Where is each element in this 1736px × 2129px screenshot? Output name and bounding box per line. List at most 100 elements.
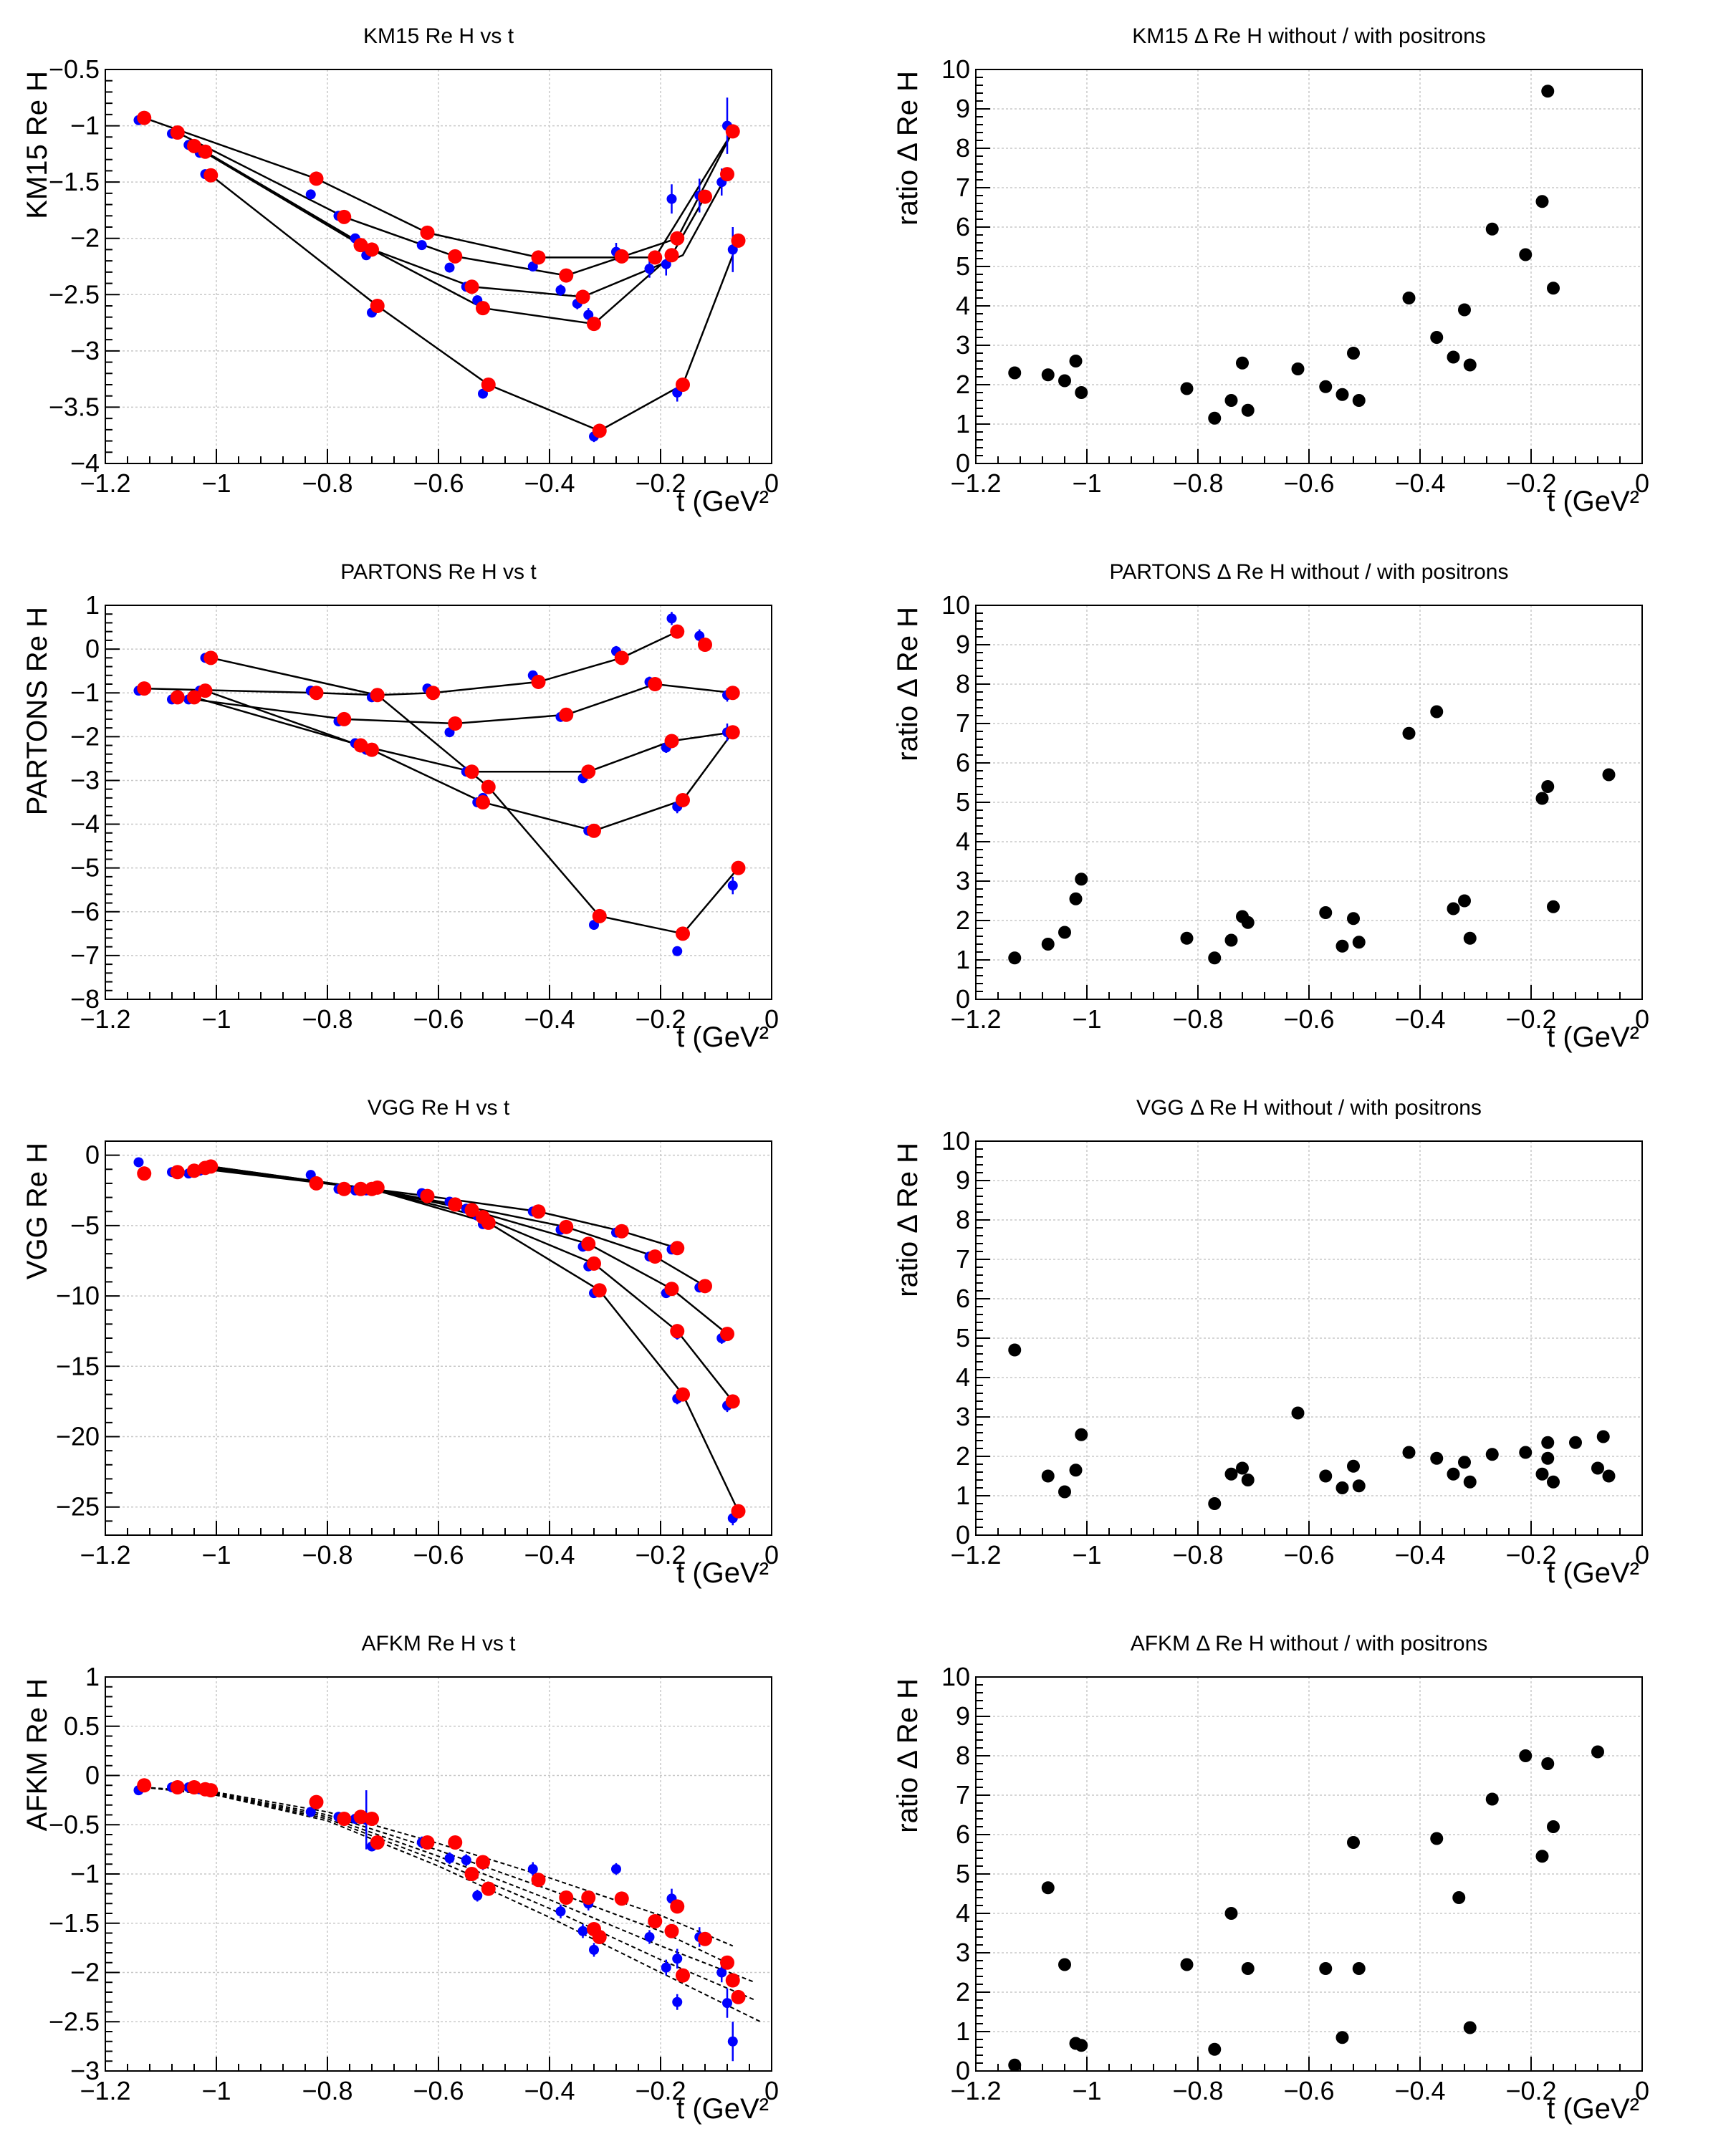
x-tick-label: −1.2 [80,2076,130,2105]
fit-curve [205,690,734,832]
point-with-positrons [575,289,590,304]
y-tick-label: −1.5 [49,167,100,196]
point-with-positrons [670,231,685,246]
ratio-point [1519,1446,1533,1459]
point-with-positrons [698,189,712,204]
y-tick-label: −1 [70,678,100,707]
x-tick-label: −1.2 [950,1004,1001,1034]
point-with-positrons [531,250,546,265]
point-with-positrons [648,250,663,265]
y-tick-label: −3 [70,2056,100,2085]
x-tick-label: −1 [1072,1004,1101,1034]
y-tick-label: −2.5 [49,2007,100,2036]
y-tick-label: 5 [956,1859,970,1888]
ratio-point [1458,894,1471,908]
x-tick-label: −0.6 [1283,2076,1334,2105]
data-layer [133,1157,746,1526]
ratio-point [1208,411,1222,425]
point-with-positrons [370,688,385,703]
ratio-point [1069,892,1083,905]
ratio-point [1569,1436,1582,1449]
plot-frame [105,1140,772,1536]
x-tick-label: −1.2 [950,1540,1001,1570]
y-axis-label: AFKM Re H [21,1678,53,1831]
x-tick-label: −1 [201,1004,231,1034]
y-tick-label: −20 [56,1422,100,1451]
ratio-point [1241,403,1255,417]
ratio-point [1519,1749,1533,1762]
point-with-positrons [531,1204,546,1219]
x-tick-label: −0.8 [1172,468,1223,498]
axis-ticks [105,605,772,1000]
point-without-positrons [722,1998,732,2009]
chart-km15-ratio: KM15 Δ Re H without / with positrons −1.2… [892,24,1649,517]
point-with-positrons [309,1176,324,1191]
y-axis-label: ratio Δ Re H [892,71,924,226]
ratio-point [1463,358,1477,372]
point-without-positrons [583,309,594,320]
y-tick-label: 3 [956,1402,970,1431]
point-with-positrons [464,279,479,294]
ratio-point [1452,1891,1466,1904]
grid-lines [976,605,1642,999]
y-tick-label: 1 [956,2017,970,2046]
ratio-point [1224,1467,1238,1481]
point-with-positrons [309,1794,324,1810]
chart-title: KM15 Δ Re H without / with positrons [1132,24,1486,48]
point-with-positrons [592,423,607,438]
point-with-positrons [198,144,213,159]
chart-vgg-reh: VGG Re H vs t −1.2 −1 −0.8 −0.6 −0.4 −0.2 0 −25 −… [21,1096,779,1589]
y-tick-label: 8 [956,1205,970,1234]
x-tick-label: −1 [1072,468,1101,498]
fit-curve [144,1787,756,1984]
point-with-positrons [587,823,601,838]
y-tick-label: 1 [956,409,970,438]
ratio-point [1058,1958,1071,1971]
ratio-point [1208,951,1222,965]
point-with-positrons [365,1812,379,1826]
y-tick-label: −1.5 [49,1908,100,1938]
chart-title: KM15 Re H vs t [363,24,514,48]
point-with-positrons [426,686,441,701]
ratio-point [1447,902,1460,915]
y-tick-label: −3 [70,765,100,794]
point-without-positrons [444,1853,455,1863]
y-tick-label: 0 [956,448,970,478]
x-tick-label: −0.4 [524,468,575,498]
x-tick-label: −0.4 [524,1540,575,1570]
ratio-point [1058,1485,1071,1499]
y-tick-label: 1 [956,945,970,974]
y-tick-label: 9 [956,1701,970,1731]
point-with-positrons [187,690,201,705]
ratio-point [1041,368,1055,382]
point-with-positrons [676,926,690,941]
point-with-positrons [137,1166,152,1181]
point-with-positrons [203,650,219,665]
data-layer [1008,1343,1616,1510]
y-axis-label: VGG Re H [21,1143,53,1279]
ratio-point [1485,1448,1499,1461]
x-tick-label: −1.2 [950,468,1001,498]
chart-title: AFKM Δ Re H without / with positrons [1131,1632,1488,1655]
point-without-positrons [727,880,738,891]
point-with-positrons [170,1165,185,1180]
point-without-positrons [527,261,538,271]
y-tick-label: −4 [70,809,100,839]
point-with-positrons [559,1219,574,1234]
grid-lines [976,1677,1642,2071]
chart-afkm-ratio: AFKM Δ Re H without / with positrons −1.2… [892,1632,1649,2125]
point-with-positrons [420,225,435,240]
fit-curve [193,145,729,298]
point-without-positrons [727,2036,738,2047]
point-with-positrons [592,908,607,923]
y-tick-label: −0.5 [49,54,100,84]
x-tick-label: −0.2 [635,2076,686,2105]
point-with-positrons [720,1327,734,1342]
y-tick-label: 8 [956,1741,970,1770]
x-tick-label: −1.2 [80,1540,130,1570]
point-with-positrons [448,1835,463,1850]
point-with-positrons [170,1780,185,1794]
ratio-point [1591,1461,1604,1475]
ratio-point [1335,1481,1349,1494]
ratio-point [1041,1469,1055,1483]
